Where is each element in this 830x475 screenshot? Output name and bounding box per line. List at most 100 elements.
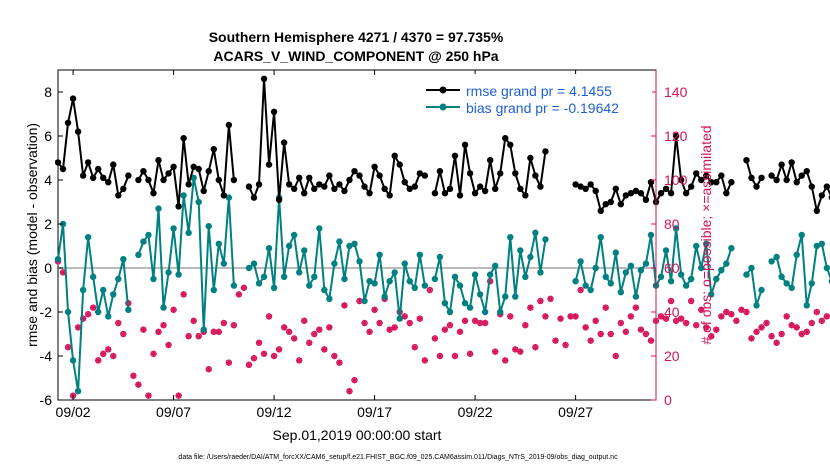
rmse-point: [572, 181, 579, 188]
bias-point: [59, 220, 67, 228]
rmse-point: [522, 192, 529, 199]
rmse-point: [255, 181, 263, 188]
rmse-point: [803, 168, 810, 175]
obs-assimilated-marker: [461, 317, 469, 324]
bias-point: [180, 192, 187, 199]
rmse-point: [79, 172, 87, 179]
rmse-point: [698, 176, 705, 184]
rmse-point: [708, 179, 715, 186]
bias-point: [396, 315, 403, 322]
obs-assimilated-marker: [602, 304, 609, 311]
obs-assimilated-marker: [230, 322, 238, 329]
rmse-point: [662, 185, 670, 192]
bias-point: [637, 267, 645, 274]
obs-assimilated-marker: [517, 348, 524, 355]
x-tick-label: 09/07: [156, 404, 191, 420]
bias-point: [748, 264, 755, 272]
legend-bias-marker: [439, 103, 447, 111]
rmse-point: [657, 190, 665, 197]
obs-assimilated-marker: [64, 344, 72, 351]
bias-point: [647, 231, 655, 239]
rmse-point: [376, 172, 383, 179]
obs-assimilated-marker: [391, 324, 398, 331]
bias-point: [250, 260, 258, 267]
rmse-point: [667, 190, 675, 197]
rmse-point: [341, 187, 348, 195]
rmse-point: [401, 179, 408, 186]
obs-assimilated-marker: [255, 339, 263, 346]
bias-point: [723, 260, 730, 267]
rmse-point: [205, 168, 212, 175]
rmse-point: [677, 176, 685, 184]
obs-assimilated-marker: [582, 324, 589, 331]
y-tick-label: 6: [44, 128, 52, 144]
obs-assimilated-marker: [597, 330, 604, 338]
bias-point: [632, 293, 640, 300]
bias-point: [682, 282, 690, 289]
obs-assimilated-marker: [270, 352, 278, 360]
obs-assimilated-marker: [411, 344, 418, 351]
bias-point: [703, 240, 710, 247]
obs-assimilated-marker: [647, 337, 655, 344]
bias-point: [718, 267, 725, 274]
obs-assimilated-marker: [672, 317, 680, 324]
bias-point: [205, 223, 212, 230]
bias-point: [175, 271, 182, 278]
obs-assimilated-marker: [296, 357, 303, 364]
rmse-point: [125, 172, 132, 179]
bias-point: [587, 286, 594, 294]
bias-point: [416, 251, 424, 258]
obs-assimilated-marker: [361, 319, 368, 327]
rmse-point: [150, 190, 157, 197]
obs-assimilated-marker: [451, 352, 459, 360]
obs-assimilated-marker: [552, 337, 559, 344]
rmse-point: [371, 163, 378, 170]
bias-line: [248, 197, 426, 319]
obs-assimilated-marker: [155, 328, 162, 335]
obs-assimilated-marker: [687, 297, 695, 305]
obs-assimilated-marker: [491, 348, 499, 355]
rmse-point: [768, 172, 775, 179]
obs-assimilated-marker: [436, 352, 444, 360]
rmse-point: [195, 165, 202, 173]
rmse-point: [135, 176, 142, 184]
obs-assimilated-marker: [205, 366, 212, 373]
obs-assimilated-marker: [532, 344, 539, 351]
bias-point: [356, 258, 363, 265]
bias-point: [667, 278, 675, 285]
rmse-point: [386, 192, 393, 199]
rmse-point: [632, 187, 640, 195]
rmse-point: [406, 185, 413, 192]
bias-point: [79, 286, 87, 294]
bias-point: [406, 278, 413, 285]
bias-point: [150, 275, 157, 283]
plot-frame: [57, 69, 657, 401]
y-axis-label: rmse and bias (model - observation): [24, 123, 40, 347]
bias-point: [381, 293, 388, 300]
axis-layer: 09/02 09/07 09/12 09/17 09/22 09/27 -6 -4 -2 0 2 4 6…: [40, 70, 688, 420]
bias-point: [517, 247, 524, 254]
rmse-point: [481, 187, 489, 195]
bias-point: [361, 297, 368, 305]
rmse-point: [537, 183, 544, 190]
obs-assimilated-marker: [773, 339, 780, 346]
rmse-point: [647, 179, 655, 186]
rmse-point: [321, 183, 328, 190]
rmse-point: [627, 190, 635, 197]
rmse-line: [745, 159, 763, 189]
bias-point: [497, 308, 504, 316]
rmse-point: [637, 190, 645, 197]
rmse-point: [84, 159, 92, 166]
rmse-point: [165, 170, 172, 177]
bias-point: [527, 253, 534, 261]
bias-point: [301, 247, 308, 254]
rmse-point: [461, 141, 469, 148]
bias-point: [74, 388, 82, 395]
y2-tick-label: 60: [664, 260, 680, 276]
rmse-point: [170, 163, 177, 170]
obs-assimilated-marker: [195, 333, 202, 340]
obs-assimilated-marker: [280, 324, 288, 331]
obs-assimilated-marker: [311, 330, 318, 338]
y2-axis-label: # of obs: o=possible; ×=assimilated: [698, 125, 714, 344]
